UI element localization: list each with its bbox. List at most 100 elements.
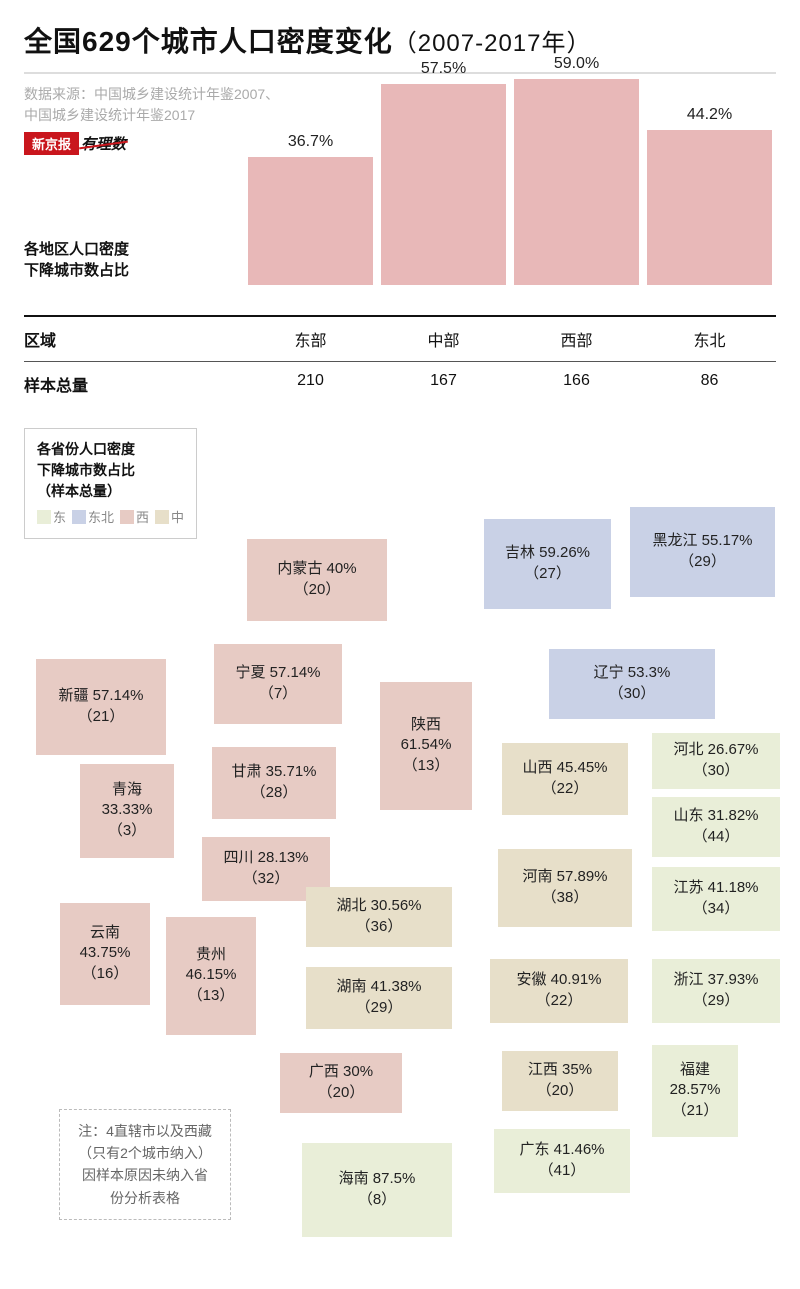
bar: 44.2% [647,130,772,285]
province-label: 辽宁 53.3% [553,663,711,683]
province-box: 辽宁 53.3%（30） [549,649,715,719]
province-box: 宁夏 57.14%（7） [214,644,342,724]
province-sample: （29） [634,552,771,572]
province-box: 吉林 59.26%（27） [484,519,611,609]
province-box: 湖南 41.38%（29） [306,967,452,1029]
province-sample: （3） [84,821,170,841]
bar-col: 36.7% [244,75,377,285]
province-box: 河南 57.89%（38） [498,849,632,927]
province-label: 云南 43.75% [64,923,146,964]
province-box: 甘肃 35.71%（28） [212,747,336,819]
bar: 36.7% [248,157,373,285]
province-box: 浙江 37.93%（29） [652,959,780,1023]
province-sample: （28） [216,783,332,803]
province-label: 江西 35% [506,1060,614,1080]
province-sample: （8） [306,1190,448,1210]
province-sample: （29） [310,998,448,1018]
province-sample: （22） [494,991,624,1011]
sample-cell: 86 [643,372,776,396]
province-label: 贵州 46.15% [170,945,252,986]
province-box: 山西 45.45%（22） [502,743,628,815]
province-label: 山西 45.45% [506,758,624,778]
province-box: 内蒙古 40%（20） [247,539,387,621]
province-sample: （30） [656,761,776,781]
region-bar-chart: 各地区人口密度 下降城市数占比 36.7%57.5%59.0%44.2% [24,75,776,315]
table-row-region: 区域 东部中部西部东北 [24,315,776,361]
province-box: 云南 43.75%（16） [60,903,150,1005]
province-label: 甘肃 35.71% [216,762,332,782]
province-label: 山东 31.82% [656,806,776,826]
region-cell: 东北 [643,327,776,351]
province-box: 河北 26.67%（30） [652,733,780,789]
province-sample: （41） [498,1161,626,1181]
title-main: 全国629个城市人口密度变化 [24,26,393,57]
province-box: 江西 35%（20） [502,1051,618,1111]
province-label: 陕西 61.54% [384,715,468,756]
province-sample: （38） [502,888,628,908]
province-sample: （13） [170,986,252,1006]
bar-value-label: 57.5% [381,60,506,78]
province-label: 福建 28.57% [656,1060,734,1101]
bar-col: 57.5% [377,75,510,285]
region-cell: 中部 [377,327,510,351]
province-label: 广西 30% [284,1062,398,1082]
bar-value-label: 59.0% [514,55,639,73]
province-label: 内蒙古 40% [251,559,383,579]
province-box: 山东 31.82%（44） [652,797,780,857]
row-label-region: 区域 [24,327,244,351]
province-label: 浙江 37.93% [656,970,776,990]
province-sample: （21） [656,1101,734,1121]
province-sample: （20） [506,1081,614,1101]
title-sub: （2007-2017年） [393,30,592,57]
province-sample: （34） [656,899,776,919]
province-box: 陕西 61.54%（13） [380,682,472,810]
province-label: 江苏 41.18% [656,878,776,898]
page-title: 全国629个城市人口密度变化（2007-2017年） [24,20,776,60]
bar-col: 44.2% [643,75,776,285]
province-label: 青海 33.33% [84,780,170,821]
sample-cell: 167 [377,372,510,396]
region-cell: 西部 [510,327,643,351]
province-box: 江苏 41.18%（34） [652,867,780,931]
province-label: 河南 57.89% [502,867,628,887]
province-label: 海南 87.5% [306,1169,448,1189]
province-sample: （30） [553,684,711,704]
bar: 57.5% [381,84,506,285]
province-sample: （22） [506,779,624,799]
row-label-sample: 样本总量 [24,372,244,396]
province-box: 贵州 46.15%（13） [166,917,256,1035]
province-treemap: 注：4直辖市以及西藏 （只有2个城市纳入） 因样本原因未纳入省 份分析表格 内蒙… [24,449,776,1269]
province-box: 广东 41.46%（41） [494,1129,630,1193]
bar-value-label: 44.2% [647,106,772,124]
province-box: 海南 87.5%（8） [302,1143,452,1237]
sample-cell: 210 [244,372,377,396]
province-sample: （44） [656,827,776,847]
province-label: 湖南 41.38% [310,977,448,997]
province-sample: （13） [384,756,468,776]
province-box: 新疆 57.14%（21） [36,659,166,755]
province-label: 四川 28.13% [206,848,326,868]
province-box: 福建 28.57%（21） [652,1045,738,1137]
province-sample: （20） [284,1083,398,1103]
province-label: 黑龙江 55.17% [634,531,771,551]
province-box: 黑龙江 55.17%（29） [630,507,775,597]
province-sample: （36） [310,917,448,937]
province-label: 吉林 59.26% [488,543,607,563]
chart-caption: 各地区人口密度 下降城市数占比 [24,235,174,285]
province-label: 安徽 40.91% [494,970,624,990]
province-label: 湖北 30.56% [310,896,448,916]
province-sample: （20） [251,580,383,600]
province-sample: （7） [218,684,338,704]
province-box: 湖北 30.56%（36） [306,887,452,947]
bar-value-label: 36.7% [248,133,373,151]
province-sample: （27） [488,564,607,584]
province-label: 新疆 57.14% [40,686,162,706]
region-cell: 东部 [244,327,377,351]
province-box: 安徽 40.91%（22） [490,959,628,1023]
sample-cell: 166 [510,372,643,396]
province-box: 广西 30%（20） [280,1053,402,1113]
bar-col: 59.0% [510,75,643,285]
province-sample: （29） [656,991,776,1011]
province-sample: （16） [64,964,146,984]
province-sample: （21） [40,707,162,727]
